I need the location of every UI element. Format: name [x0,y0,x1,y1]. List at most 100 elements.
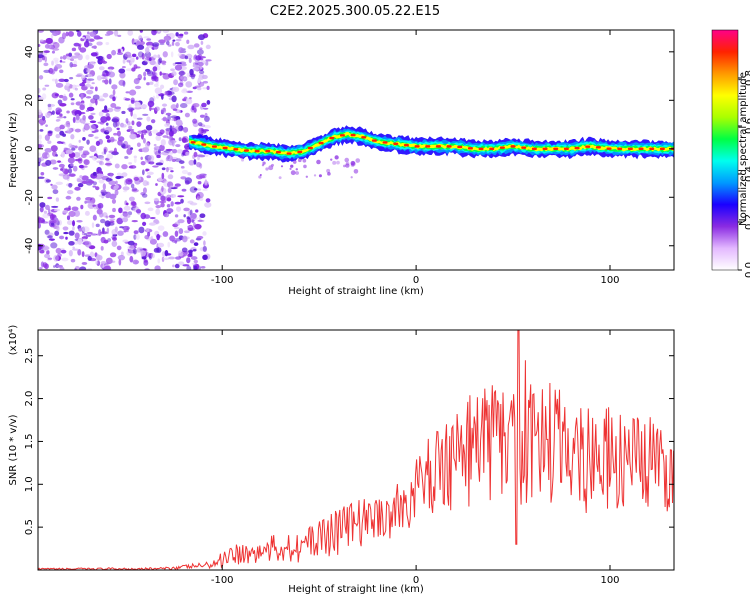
ridge-peak [563,147,569,150]
noise-speckle [38,129,41,132]
ridge-peak [553,147,559,150]
noise-speckle [159,144,165,152]
noise-speckle [196,188,202,191]
ridge-speck [345,163,350,168]
noise-speckle [197,77,201,84]
noise-speckle [58,94,64,99]
noise-speckle [62,55,67,60]
noise-speckle [74,52,81,56]
noise-speckle [42,87,47,91]
ridge-speck [350,176,353,179]
noise-speckle [155,162,164,166]
noise-speckle [146,228,150,233]
noise-speckle [85,196,93,201]
noise-speckle [92,94,100,100]
noise-speckle [170,170,174,173]
noise-speckle [112,89,116,96]
noise-speckle [178,160,185,164]
noise-speckle [63,78,69,83]
noise-speckle [50,145,58,152]
noise-speckle [166,208,174,214]
noise-speckle [192,102,200,108]
noise-speckle [95,140,101,146]
noise-speckle [140,160,146,166]
noise-speckle [78,150,83,154]
noise-speckle [74,128,81,133]
noise-speckle [133,157,137,164]
noise-speckle [68,143,73,148]
noise-speckle [83,40,90,48]
noise-speckle [100,246,104,251]
ridge-speck [313,174,317,177]
noise-speckle [40,172,45,176]
noise-speckle [199,114,205,118]
noise-speckle [45,124,48,127]
noise-speckle [202,188,208,191]
noise-speckle [76,220,83,223]
ridge-speck [350,161,356,167]
noise-speckle [170,51,174,58]
noise-speckle [83,123,90,131]
noise-speckle [136,117,143,120]
noise-speckle [112,121,118,128]
noise-speckle [118,258,122,266]
noise-speckle [164,122,171,128]
noise-speckle [183,230,190,234]
noise-speckle [102,183,106,190]
noise-speckle [143,260,149,266]
noise-speckle [57,160,61,163]
noise-speckle [53,208,61,212]
noise-speckle [61,60,66,64]
noise-speckle [89,102,93,107]
noise-speckle [178,137,182,142]
ridge-speck [353,169,359,174]
noise-speckle [162,62,166,66]
noise-speckle [72,116,76,123]
noise-speckle [106,53,112,60]
noise-speckle [146,45,153,48]
noise-speckle [192,118,198,124]
noise-speckle [109,193,118,197]
noise-speckle [128,125,133,130]
noise-speckle [97,55,104,61]
noise-speckle [81,231,85,236]
ridge-peak [350,133,356,137]
noise-speckle [47,140,52,144]
ridge-speck [327,172,331,176]
noise-speckle [60,249,67,254]
noise-speckle [135,209,142,214]
noise-speckle [162,135,169,138]
colorbar-ticks: 0.0 0.2 0.4 0.6 0.8 [738,70,750,278]
noise-speckle [90,123,99,130]
ridge-speck [330,158,333,161]
noise-speckle [171,240,178,243]
noise-speckle [109,136,115,143]
noise-speckle [121,172,128,177]
noise-speckle [154,87,163,95]
noise-speckle [153,143,157,147]
noise-speckle [186,39,190,45]
top-plot-frame [37,29,675,271]
ridge-speck [259,173,262,177]
ridge-peak [510,145,516,148]
noise-speckle [206,99,211,105]
noise-speckle [132,113,137,119]
noise-speckle [98,111,104,117]
noise-speckle [193,107,197,113]
noise-speckle [73,151,81,158]
noise-speckle [159,42,165,46]
noise-speckle [98,98,105,102]
noise-speckle [120,251,124,256]
noise-speckle [131,53,137,58]
noise-speckle [172,194,177,198]
noise-speckle [126,148,133,155]
x-tick-label: 100 [600,275,619,286]
noise-speckle [201,74,208,80]
noise-speckle [189,68,194,76]
noise-speckle [147,207,154,212]
noise-speckle [166,197,172,202]
noise-speckle [63,231,69,235]
noise-speckle [98,229,102,236]
noise-speckle [38,54,44,59]
noise-speckle [76,177,81,183]
